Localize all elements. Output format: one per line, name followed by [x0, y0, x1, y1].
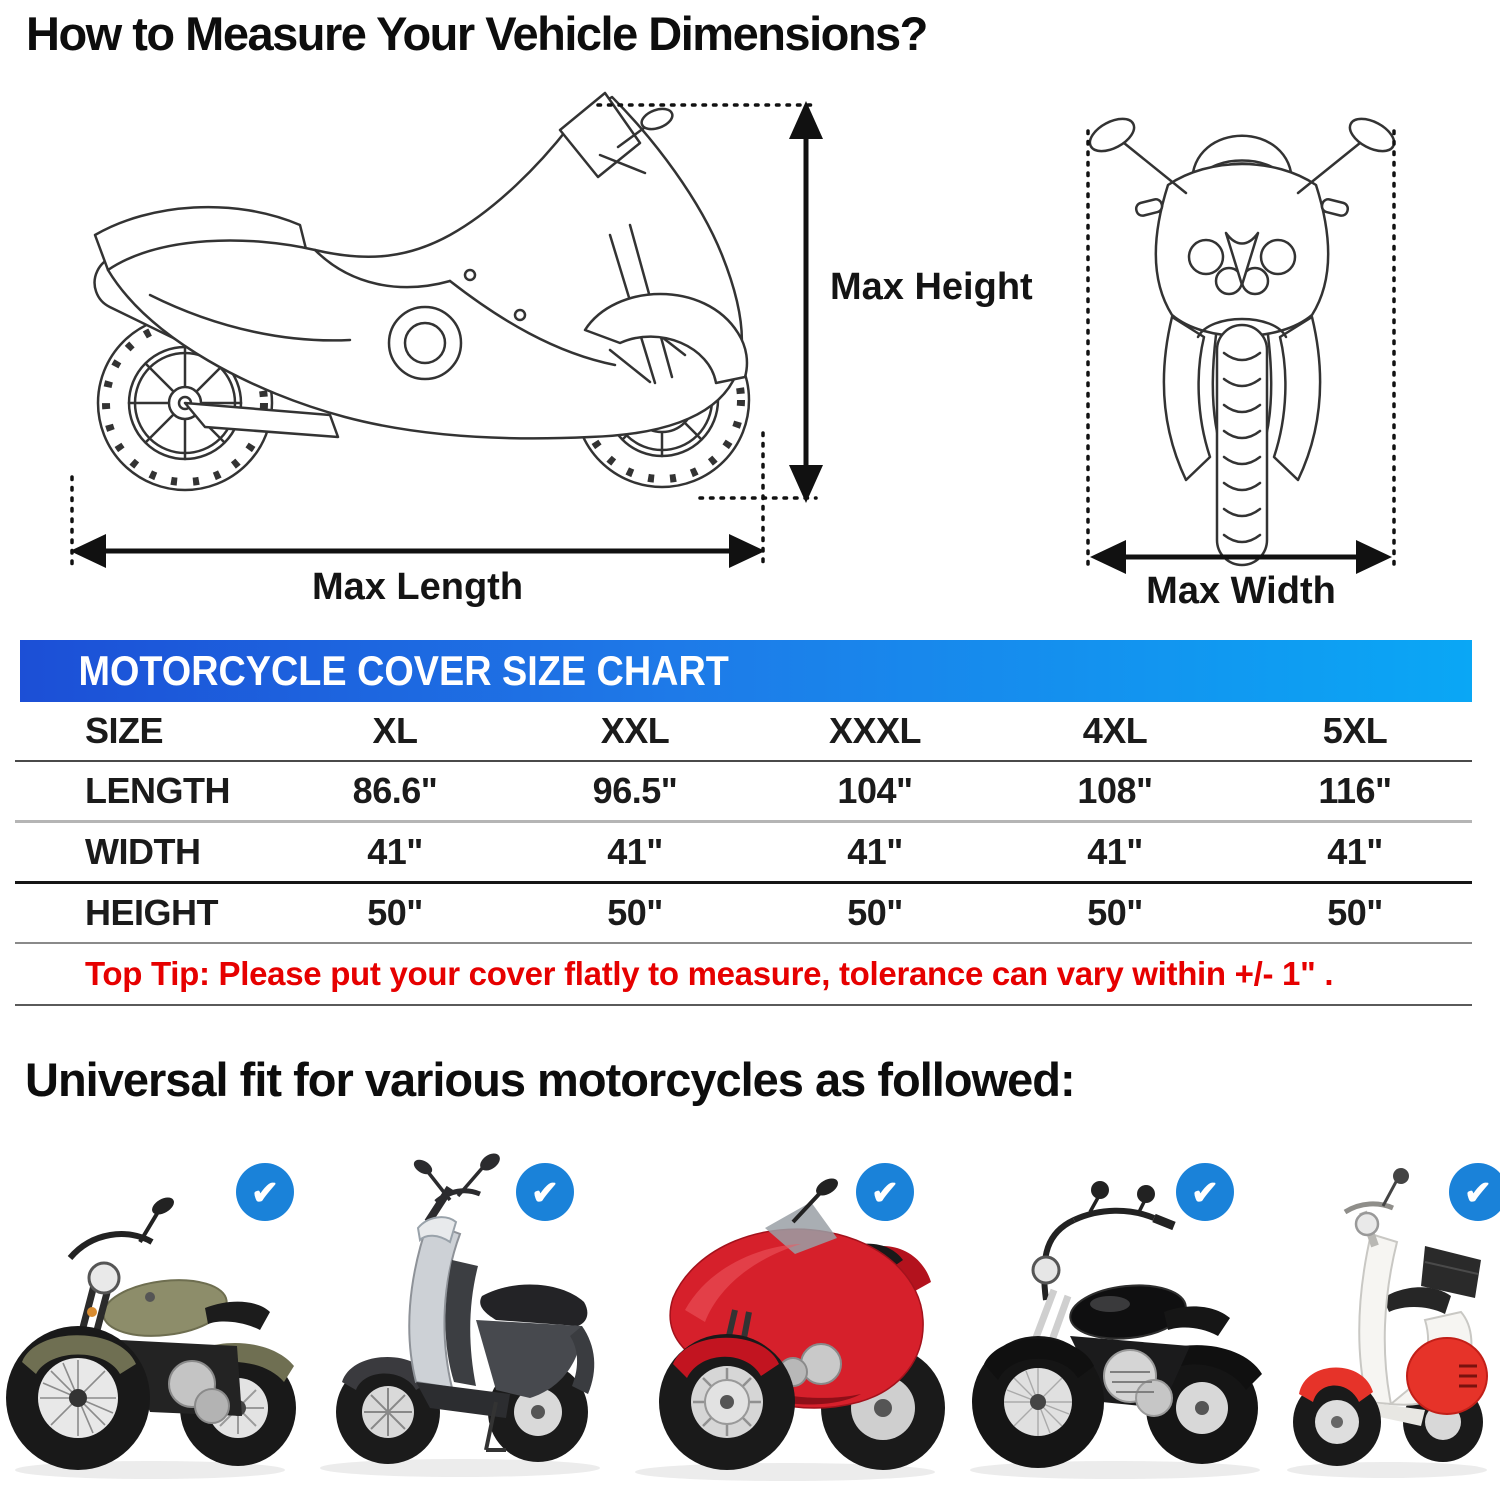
dimension-arrows: [70, 101, 1396, 574]
width-xl: 41": [367, 831, 423, 872]
modern-scooter-photo: [320, 1153, 600, 1477]
check-icon: ✔: [1191, 1173, 1219, 1211]
max-height-label: Max Height: [830, 266, 1033, 308]
length-xl: 86.6": [352, 770, 438, 811]
check-badge: ✔: [1449, 1163, 1500, 1221]
row-label-length: LENGTH: [85, 770, 231, 811]
height-xxxl: 50": [847, 892, 903, 933]
max-width-label: Max Width: [1146, 570, 1336, 612]
measurement-tip: Top Tip: Please put your cover flatly to…: [15, 944, 1472, 1006]
width-xxl: 41": [607, 831, 663, 872]
check-icon: ✔: [531, 1173, 559, 1211]
check-icon: ✔: [1464, 1173, 1492, 1211]
side-view-motorcycle-drawing: [93, 91, 751, 492]
col-header-4xl: 4XL: [1082, 710, 1148, 751]
height-4xl: 50": [1087, 892, 1143, 933]
length-5xl: 116": [1318, 770, 1392, 811]
length-xxxl: 104": [837, 770, 913, 811]
check-badge: ✔: [856, 1163, 914, 1221]
height-xl: 50": [367, 892, 423, 933]
compatible-vehicles-row: ✔ ✔ ✔ ✔ ✔: [0, 1150, 1500, 1488]
vehicle-red-sport-bike: [615, 1150, 955, 1488]
table-row-length: LENGTH 86.6" 96.5" 104" 108" 116": [15, 762, 1472, 823]
col-header-xxl: XXL: [600, 710, 670, 751]
universal-fit-title: Universal fit for various motorcycles as…: [25, 1053, 1076, 1106]
col-header-xl: XL: [372, 710, 418, 751]
max-length-label: Max Length: [311, 566, 524, 608]
vehicle-modern-scooter: [300, 1150, 615, 1488]
width-guides: [1086, 129, 1396, 573]
col-header-size: SIZE: [85, 710, 164, 751]
check-icon: ✔: [251, 1173, 279, 1211]
size-chart-table: SIZE XL XXL XXXL 4XL 5XL LENGTH 86.6" 96…: [15, 702, 1472, 1006]
check-icon: ✔: [871, 1173, 899, 1211]
col-header-xxxl: XXXL: [828, 710, 922, 751]
table-row-height: HEIGHT 50" 50" 50" 50" 50": [15, 884, 1472, 944]
row-label-width: WIDTH: [85, 831, 201, 872]
cruiser-bobber-photo: [6, 1197, 296, 1479]
check-badge: ✔: [1176, 1163, 1234, 1221]
red-sport-bike-photo: [635, 1178, 945, 1481]
vehicle-cruiser-bobber: [0, 1150, 300, 1488]
measurement-diagram: [70, 91, 1396, 574]
vehicle-black-classic-cruiser: [950, 1150, 1275, 1488]
row-label-height: HEIGHT: [85, 892, 219, 933]
check-badge: ✔: [236, 1163, 294, 1221]
vintage-scooter-photo: [1287, 1168, 1488, 1478]
size-chart-header-bar: MOTORCYCLE COVER SIZE CHART: [20, 640, 1472, 702]
page-title: How to Measure Your Vehicle Dimensions?: [26, 7, 928, 60]
front-view-motorcycle-drawing: [1088, 117, 1396, 567]
table-row-width: WIDTH 41" 41" 41" 41" 41": [15, 823, 1472, 884]
vehicle-vintage-scooter: [1275, 1150, 1500, 1488]
height-5xl: 50": [1327, 892, 1383, 933]
width-4xl: 41": [1087, 831, 1143, 872]
check-badge: ✔: [516, 1163, 574, 1221]
width-5xl: 41": [1327, 831, 1383, 872]
col-header-5xl: 5XL: [1322, 710, 1388, 751]
black-classic-cruiser-photo: [970, 1181, 1262, 1479]
length-xxl: 96.5": [592, 770, 678, 811]
table-header-row: SIZE XL XXL XXXL 4XL 5XL: [15, 702, 1472, 762]
size-chart-title: MOTORCYCLE COVER SIZE CHART: [78, 647, 729, 694]
width-xxxl: 41": [847, 831, 903, 872]
length-4xl: 108": [1077, 770, 1153, 811]
height-xxl: 50": [607, 892, 663, 933]
